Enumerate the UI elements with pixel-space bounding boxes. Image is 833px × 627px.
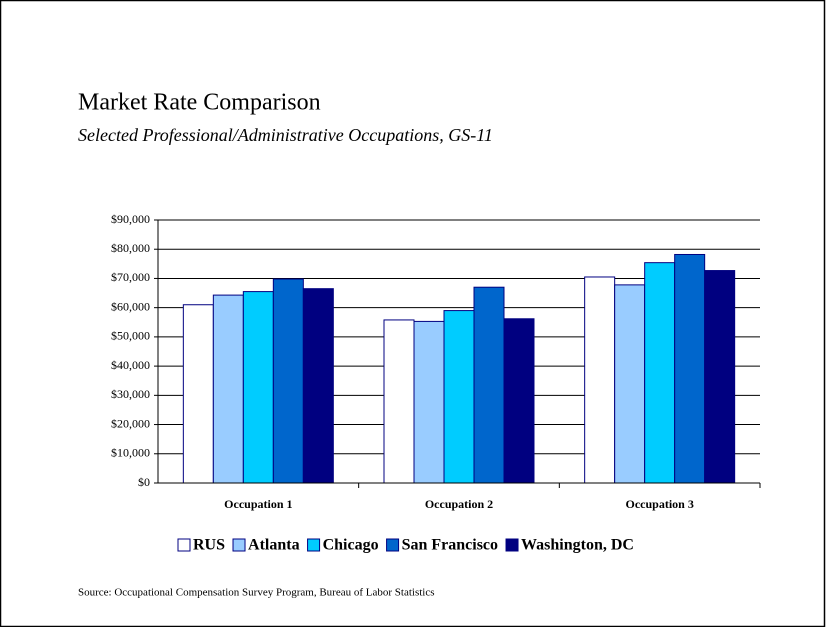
y-tick-label: $90,000 — [111, 212, 150, 226]
y-tick-label: $80,000 — [111, 241, 150, 255]
legend-swatch — [386, 538, 400, 552]
bar — [212, 294, 244, 484]
legend-label: Chicago — [323, 537, 379, 554]
y-tick-label: $50,000 — [111, 329, 150, 343]
bar — [503, 318, 535, 484]
y-tick-label: $60,000 — [111, 299, 150, 313]
bar — [182, 304, 214, 484]
x-tick-label: Occupation 3 — [625, 497, 693, 511]
bar — [383, 319, 415, 484]
y-tick-label: $10,000 — [111, 446, 150, 460]
bar — [644, 262, 676, 484]
chart-subtitle: Selected Professional/Administrative Occ… — [78, 125, 493, 145]
bar — [473, 286, 505, 484]
legend-swatch — [177, 538, 191, 552]
legend-label: RUS — [193, 537, 225, 554]
legend-swatch — [307, 538, 321, 552]
bar — [413, 320, 445, 484]
y-tick-label: $30,000 — [111, 387, 150, 401]
legend-label: San Francisco — [402, 537, 498, 554]
bar — [674, 253, 706, 484]
legend-label: Washington, DC — [521, 537, 634, 554]
bar — [614, 284, 646, 484]
x-tick-label: Occupation 2 — [425, 497, 493, 511]
chart-title: Market Rate Comparison — [78, 90, 321, 116]
bar — [272, 278, 304, 484]
bar — [242, 291, 274, 484]
y-tick-label: $40,000 — [111, 358, 150, 372]
y-tick-label: $20,000 — [111, 416, 150, 430]
legend-swatch — [232, 538, 246, 552]
x-tick-label: Occupation 1 — [224, 497, 292, 511]
bar — [302, 288, 334, 484]
legend-label: Atlanta — [248, 537, 300, 554]
source-note: Source: Occupational Compensation Survey… — [78, 587, 435, 599]
bar — [704, 270, 736, 484]
bar — [443, 310, 475, 484]
y-tick-label: $0 — [138, 475, 150, 489]
legend-swatch — [505, 538, 519, 552]
y-tick-label: $70,000 — [111, 270, 150, 284]
bar — [584, 276, 616, 484]
